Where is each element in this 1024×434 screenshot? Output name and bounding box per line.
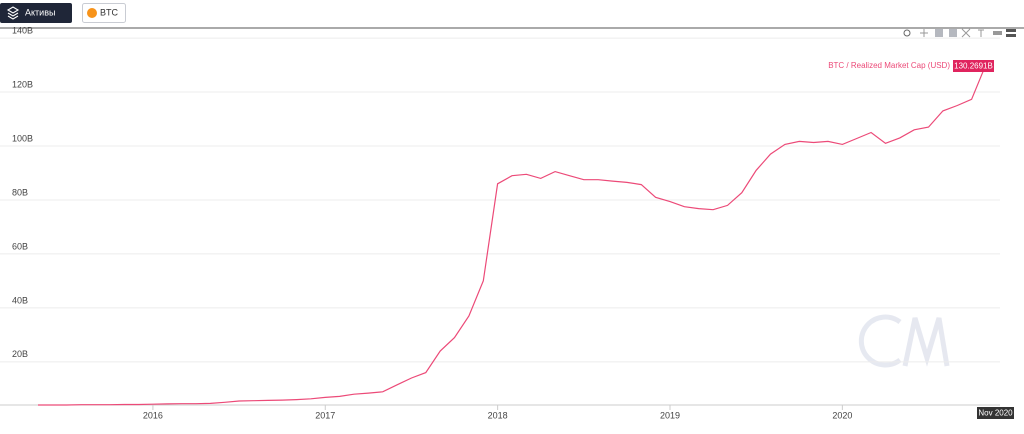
zoom-in-icon[interactable] [935,29,943,37]
cursor-label-box [977,407,1014,419]
menu-icon[interactable] [993,31,1002,35]
menu-icon-2[interactable] [1006,29,1016,32]
toolbar [903,28,1016,38]
y-tick-label: 140B [12,25,33,35]
reset-icon[interactable] [961,28,971,38]
y-tick-label: 40B [12,295,28,305]
asset-chip-label: BTC [100,7,119,17]
menu-icon-3[interactable] [1006,34,1016,37]
zoom-icon[interactable] [903,29,911,37]
line [38,64,987,406]
y-tick-label: 100B [12,133,33,143]
assets-button[interactable] [0,3,72,23]
x-tick-label: 2019 [660,410,680,420]
value-label: 130.2691B [954,62,993,71]
x-tick-label: 2016 [143,410,163,420]
pan-icon[interactable] [920,29,928,37]
y-tick-label: 80B [12,187,28,197]
btc-icon [87,8,97,18]
x-tick-label: 2018 [488,410,508,420]
zoom-out-icon[interactable] [949,29,957,37]
y-tick-label: 60B [12,241,28,251]
assets-button-label: Активы [25,7,55,17]
y-tick-label: 120B [12,79,33,89]
x-tick-label: 2017 [315,410,335,420]
cursor-label: Nov 2020 [978,409,1013,418]
home-icon[interactable] [978,29,984,37]
layers-icon [6,6,20,20]
x-tick-label: 2020 [832,410,852,420]
legend-label: BTC / Realized Market Cap (USD) [828,61,950,70]
y-tick-label: 20B [12,349,28,359]
watermark [858,314,950,368]
value-label-box [953,60,994,72]
